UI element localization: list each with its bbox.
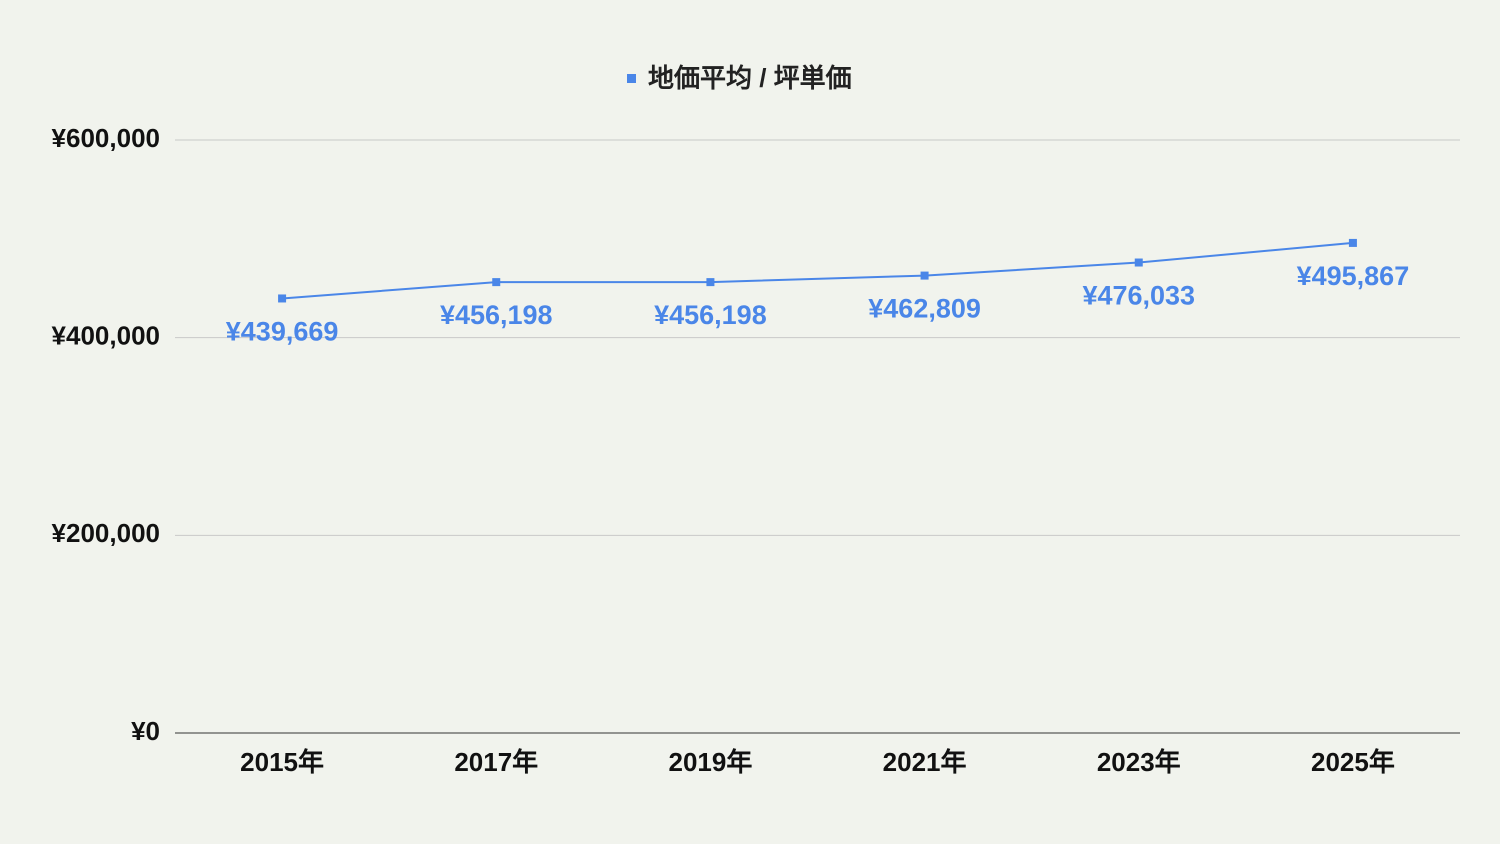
data-label: ¥462,809 (868, 294, 981, 324)
x-tick-label: 2023年 (1097, 747, 1181, 777)
point (492, 278, 501, 287)
y-tick-label: ¥600,000 (52, 123, 160, 153)
x-tick-label: 2015年 (240, 747, 324, 777)
data-label: ¥495,867 (1297, 261, 1410, 291)
legend-marker (627, 74, 636, 83)
y-tick-label: ¥0 (131, 716, 160, 746)
point (920, 271, 929, 280)
data-label: ¥456,198 (440, 300, 553, 330)
data-label: ¥476,033 (1082, 281, 1195, 311)
x-tick-label: 2021年 (883, 747, 967, 777)
point (706, 278, 715, 287)
x-tick-label: 2017年 (454, 747, 538, 777)
data-label: ¥456,198 (654, 300, 767, 330)
x-tick-label: 2025年 (1311, 747, 1395, 777)
line (282, 241, 1354, 300)
point (278, 294, 287, 303)
y-tick-label: ¥200,000 (52, 518, 160, 548)
y-tick-label: ¥400,000 (52, 321, 160, 351)
point (1134, 258, 1143, 267)
data-label: ¥439,669 (226, 317, 339, 347)
legend-label: 地価平均 / 坪単価 (648, 63, 852, 93)
x-tick-label: 2019年 (668, 747, 752, 777)
point (1348, 238, 1357, 247)
